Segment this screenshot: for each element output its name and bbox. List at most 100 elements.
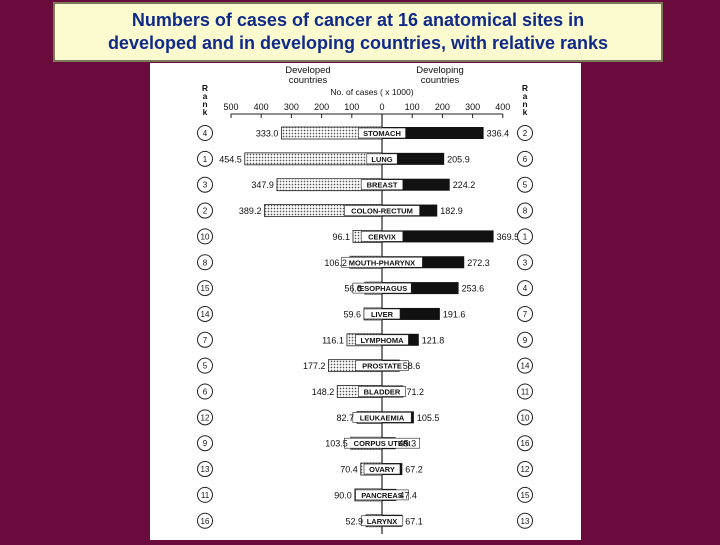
developing-rank: 2 <box>523 129 528 138</box>
developing-value-label: 71.2 <box>407 387 425 397</box>
site-label: PANCREAS <box>361 491 403 500</box>
x-tick-label: 200 <box>435 102 450 112</box>
developed-bar <box>244 152 383 166</box>
site-label-box <box>366 153 398 165</box>
developing-value-label: 58.6 <box>403 361 421 371</box>
site-label-box <box>358 127 406 139</box>
site-label-box <box>360 231 404 242</box>
site-label: LARYNX <box>367 517 398 526</box>
x-tick-label: 200 <box>314 102 329 112</box>
site-label-box <box>363 308 401 320</box>
developing-rank: 15 <box>521 491 530 500</box>
site-label: OVARY <box>369 465 395 474</box>
developing-rank-circle <box>517 228 533 245</box>
developed-rank: 14 <box>201 310 210 319</box>
site-label: LYMPHOMA <box>360 336 404 345</box>
developed-rank-circle <box>197 202 213 219</box>
developing-value-label: 182.9 <box>440 206 463 216</box>
developing-value-label: 205.9 <box>447 154 470 164</box>
developed-rank-circle <box>197 409 213 426</box>
developed-rank-circle <box>197 254 213 271</box>
developed-rank: 3 <box>203 181 208 190</box>
developing-value-label: 369.5 <box>497 232 520 242</box>
developed-rank-circle <box>197 357 213 374</box>
site-label-box <box>360 515 404 527</box>
developed-rank-circle <box>197 176 213 193</box>
developed-rank: 6 <box>203 388 208 397</box>
developed-rank: 5 <box>203 362 208 371</box>
developed-value-label: 56.8 <box>344 284 362 294</box>
developed-value-label: 347.9 <box>251 180 274 190</box>
site-label-box <box>360 179 404 190</box>
developing-bar <box>382 127 484 139</box>
chart-title-line-1: Numbers of cases of cancer at 16 anatomi… <box>131 10 585 30</box>
developed-rank-circle <box>197 305 213 322</box>
developing-rank: 14 <box>521 362 530 371</box>
developing-rank: 6 <box>523 155 528 164</box>
axis-title: No. of cases ( x 1000) <box>330 87 413 97</box>
developed-rank-circle <box>197 383 213 400</box>
developing-rank-circle <box>517 125 533 141</box>
developed-value-label: 106.2 <box>324 258 347 268</box>
developing-value-label: 67.2 <box>405 465 423 475</box>
developing-rank-circle <box>517 254 533 271</box>
developing-rank: 12 <box>521 465 530 474</box>
developed-rank: 10 <box>201 232 210 241</box>
x-tick-label: 100 <box>405 102 420 112</box>
developing-value-label: 45.3 <box>399 439 417 449</box>
developed-rank-circle <box>197 512 213 529</box>
developing-value-label: 105.5 <box>417 413 440 423</box>
developing-rank: 8 <box>523 207 528 216</box>
developing-rank-circle <box>517 383 533 400</box>
developed-value-label: 90.0 <box>334 490 352 500</box>
left-header-line-1: Developed <box>285 65 330 76</box>
site-label-box <box>352 412 412 423</box>
site-label: CORPUS UTERI <box>354 439 411 448</box>
developed-value-label: 103.5 <box>325 439 348 449</box>
developed-rank-circle <box>197 486 213 503</box>
x-tick-label: 400 <box>495 102 510 112</box>
developed-value-label: 59.6 <box>343 309 361 319</box>
site-label: BREAST <box>367 181 398 190</box>
developing-rank-circle <box>517 512 533 529</box>
site-label-box <box>355 334 409 346</box>
site-label: LIVER <box>371 310 394 319</box>
developing-value-label: 67.1 <box>405 516 423 526</box>
developed-rank-circle <box>197 435 213 452</box>
x-tick-label: 300 <box>465 102 480 112</box>
site-label-box <box>344 437 420 449</box>
site-label-box <box>358 386 406 397</box>
developed-rank: 15 <box>201 284 210 293</box>
x-tick-label: 500 <box>223 102 238 112</box>
site-label: STOMACH <box>363 129 401 138</box>
developing-bar <box>382 230 494 243</box>
site-label: MOUTH-PHARYNX <box>349 258 415 267</box>
site-label-box <box>344 205 420 216</box>
developed-rank-circle <box>197 280 213 297</box>
developing-rank-circle <box>517 486 533 503</box>
developing-rank-circle <box>517 150 533 167</box>
x-tick-label-zero: 0 <box>379 102 384 112</box>
developed-rank: 7 <box>203 336 208 345</box>
site-label: LUNG <box>371 155 392 164</box>
developing-rank: 10 <box>521 413 530 422</box>
developed-rank: 9 <box>203 439 208 448</box>
right-header-line-2: countries <box>421 75 460 86</box>
site-label: ŒSOPHAGUS <box>357 284 407 293</box>
developed-value-label: 82.7 <box>336 413 354 423</box>
developing-value-label: 224.2 <box>453 180 476 190</box>
developing-rank: 5 <box>523 181 528 190</box>
developing-bar <box>382 152 445 165</box>
developed-rank-circle <box>197 150 213 167</box>
developing-rank: 3 <box>523 258 528 267</box>
developed-value-label: 116.1 <box>322 335 344 345</box>
developing-rank-circle <box>517 435 533 452</box>
x-tick-label: 100 <box>344 102 359 112</box>
developing-rank-circle <box>517 409 533 426</box>
x-tick-label: 400 <box>254 102 269 112</box>
developing-rank: 16 <box>521 439 530 448</box>
developing-rank-circle <box>517 331 533 348</box>
developing-rank-circle <box>517 202 533 219</box>
developed-rank: 4 <box>203 129 208 138</box>
